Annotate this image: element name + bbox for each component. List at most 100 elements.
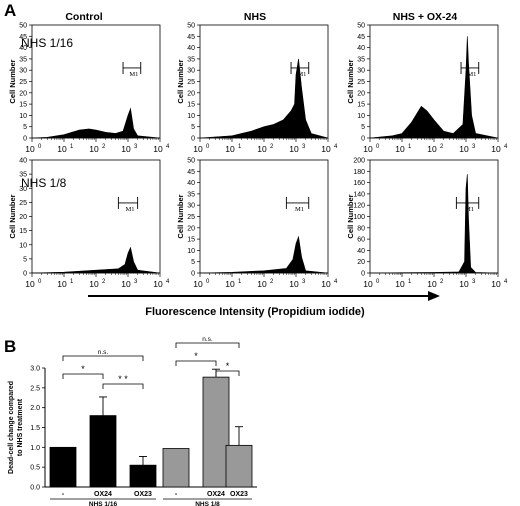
bar-category-label: OX23 [134,491,152,498]
y-tick-label: 35 [19,172,27,179]
plot-frame [369,159,499,274]
x-tick-label: 10 [25,144,35,154]
x-tick-label: 10 [225,144,235,154]
bar-group-1: - OX24 OX23 NHS 1/16 [49,396,157,506]
x-tick-label: 10 [225,279,235,289]
x-tick-exponent: 3 [472,144,476,150]
y-tick-label: 40 [19,45,27,52]
y-tick-label: 5 [361,124,365,131]
bar-group-label: NHS 1/16 [89,501,118,506]
significance-label: * [81,364,85,374]
x-tick-label: 10 [121,144,131,154]
y-tick-label: 40 [357,248,365,255]
y-tick-label: 20 [187,90,195,97]
significance-label: * [226,361,230,371]
panel-label-b: B [4,337,16,356]
significance-label: n.s. [98,349,109,356]
bar-y-tick-label: 3.0 [30,366,40,373]
x-tick-label: 10 [57,279,67,289]
y-tick-label: 30 [187,68,195,75]
x-tick-exponent: 1 [238,144,242,150]
y-tick-label: 35 [187,191,195,198]
y-tick-label: 30 [187,203,195,210]
y-tick-label: 80 [357,225,365,232]
y-tick-label: 45 [187,34,195,41]
y-tick-label: 200 [353,158,365,165]
x-tick-exponent: 1 [408,144,412,150]
y-tick-label: 15 [19,228,27,235]
bar-y-title-line1: Dead-cell change compared [8,381,15,474]
histogram-area [369,174,499,274]
x-tick-label: 10 [363,279,373,289]
histogram-area [199,58,329,139]
x-tick-label: 10 [193,144,203,154]
bar-y-tick-label: 1.5 [30,425,40,432]
y-tick-label: 160 [353,180,365,187]
y-tick-label: 20 [357,259,365,266]
x-tick-label: 10 [193,279,203,289]
significance-bracket [62,355,144,361]
panel-label-a: A [4,1,16,20]
column-title-nhs: NHS [244,11,266,23]
y-tick-label: 5 [191,259,195,266]
bar-y-tick-label: 0.5 [30,465,40,472]
x-tick-exponent: 2 [270,279,274,285]
x-tick-exponent: 0 [206,144,210,150]
y-tick-label: 40 [19,158,27,165]
y-tick-label: 0 [191,271,195,278]
x-tick-exponent: 3 [472,279,476,285]
x-tick-exponent: 1 [238,279,242,285]
x-tick-exponent: 4 [166,279,170,285]
histogram-area [199,235,329,274]
x-tick-label: 10 [395,279,405,289]
x-tick-exponent: 0 [38,279,42,285]
x-tick-exponent: 2 [440,279,444,285]
y-tick-label: 35 [187,56,195,63]
y-tick-label: 15 [19,102,27,109]
x-tick-exponent: 0 [376,279,380,285]
y-tick-label: 10 [357,113,365,120]
x-tick-label: 10 [459,144,469,154]
x-tick-label: 10 [363,144,373,154]
x-tick-label: 10 [89,144,99,154]
column-title-nhs-ox24: NHS + OX-24 [393,11,458,23]
x-tick-exponent: 3 [134,144,138,150]
y-tick-label: 5 [191,124,195,131]
x-tick-exponent: 4 [504,144,508,150]
x-tick-label: 10 [289,279,299,289]
y-tick-label: 0 [191,136,195,143]
fluorescence-arrowhead [428,291,440,301]
y-axis-title: Cell Number [176,194,185,238]
x-tick-label: 10 [153,144,163,154]
x-tick-exponent: 4 [504,279,508,285]
bar-y-tick-label: 1.0 [30,445,40,452]
x-tick-exponent: 4 [166,144,170,150]
bar [89,415,117,488]
x-tick-exponent: 4 [334,144,338,150]
x-tick-exponent: 2 [440,144,444,150]
y-tick-label: 50 [357,23,365,30]
y-axis-title: Cell Number [176,59,185,103]
x-tick-label: 10 [395,144,405,154]
significance-label: * * [118,374,128,384]
marker-m1-label: M1 [295,206,304,213]
histogram-area [31,107,161,139]
bar-category-label: - [175,491,178,498]
y-axis-title: Cell Number [346,194,355,238]
x-tick-exponent: 0 [376,144,380,150]
y-tick-label: 20 [19,90,27,97]
plot-frame [199,159,329,274]
y-tick-label: 35 [357,56,365,63]
x-tick-exponent: 3 [134,279,138,285]
x-tick-exponent: 2 [270,144,274,150]
y-tick-label: 30 [357,68,365,75]
y-axis-title: Cell Number [8,59,17,103]
